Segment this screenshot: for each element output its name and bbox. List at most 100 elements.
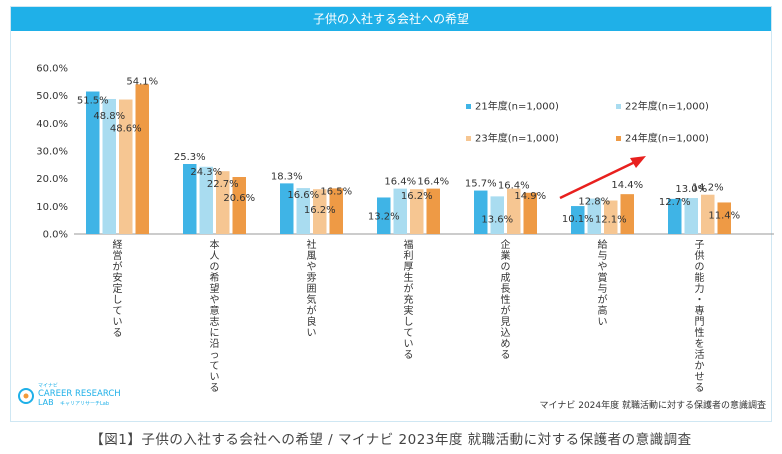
- category-label-char: 人: [210, 250, 220, 262]
- data-label: 14.4%: [611, 180, 643, 191]
- category-label-char: し: [404, 316, 414, 328]
- legend-swatch: [616, 104, 621, 109]
- data-label: 18.3%: [271, 171, 303, 182]
- data-label: 48.6%: [110, 124, 142, 135]
- bar: [280, 183, 294, 234]
- category-label-char: 良: [307, 315, 317, 328]
- bar: [329, 188, 343, 234]
- career-research-lab-logo: マイナビ CAREER RESEARCH LAB キャリアリサーチLab: [14, 380, 154, 412]
- category-label-char: せ: [695, 371, 705, 383]
- category-label-char: の: [695, 262, 705, 273]
- bars: [86, 84, 731, 235]
- category-label-char: 定: [113, 282, 123, 295]
- category-label-char: が: [501, 304, 511, 317]
- logo-sub-text: キャリアリサーチLab: [60, 401, 109, 407]
- bar: [426, 188, 440, 234]
- category-label-char: 性: [695, 326, 705, 339]
- category-label-char: い: [598, 317, 608, 328]
- category-label-char: 業: [501, 249, 511, 262]
- bar: [119, 99, 133, 234]
- category-label-char: 門: [695, 316, 705, 328]
- category-label-char: る: [695, 382, 705, 394]
- bar: [684, 198, 698, 234]
- logo-mark: マイナビ CAREER RESEARCH LAB キャリアリサーチLab: [18, 382, 121, 407]
- category-label-char: て: [113, 306, 123, 317]
- data-label: 12.1%: [595, 215, 627, 226]
- category-label-char: 気: [307, 293, 317, 306]
- category-label-char: 経: [113, 238, 123, 251]
- data-label: 10.1%: [562, 214, 594, 225]
- bar: [199, 166, 213, 234]
- data-label: 16.5%: [320, 186, 352, 197]
- bar: [604, 200, 618, 234]
- category-label-char: 見: [501, 316, 511, 328]
- category-label-char: 営: [113, 249, 123, 262]
- category-label-char: 本: [210, 238, 220, 251]
- data-label: 14.9%: [514, 191, 546, 202]
- category-label-char: い: [404, 339, 414, 350]
- category-label-char: 厚: [404, 261, 414, 273]
- category-label-char: 専: [695, 305, 705, 317]
- bar: [410, 189, 424, 234]
- data-label: 48.8%: [93, 111, 125, 122]
- data-labels: 51.5% 48.8% 48.6% 54.1% 25.3% 24.3%22.7% 20.6%…: [77, 76, 740, 225]
- category-label-char: い: [113, 317, 123, 328]
- arrow-head: [630, 156, 646, 168]
- data-label: 14.2%: [692, 183, 724, 194]
- bar: [717, 202, 731, 234]
- bar: [135, 84, 149, 234]
- category-label-char: て: [404, 328, 414, 339]
- logo-small-text: マイナビ: [38, 382, 58, 389]
- category-label-char: や: [598, 261, 608, 273]
- logo-lab-text: LAB: [38, 398, 54, 407]
- category-label-char: や: [307, 261, 317, 273]
- bar: [668, 198, 682, 234]
- category-label-char: の: [501, 262, 511, 273]
- category-label-char: 風: [307, 250, 317, 262]
- category-label-char: 供: [695, 249, 705, 262]
- category-label-char: 意: [210, 304, 220, 317]
- y-tick-label: 20.0%: [36, 174, 68, 185]
- category-label-char: が: [598, 293, 608, 306]
- data-label: 16.4%: [384, 177, 416, 188]
- legend-label: 21年度(n=1,000): [475, 100, 559, 113]
- category-label-char: 利: [404, 250, 414, 262]
- data-label: 12.8%: [578, 197, 610, 208]
- category-label-char: る: [501, 349, 511, 361]
- data-label: 16.2%: [304, 205, 336, 216]
- category-label-char: 望: [210, 282, 220, 295]
- category-label-char: の: [210, 262, 220, 273]
- category-label-char: を: [695, 338, 705, 350]
- data-label: 16.4%: [417, 177, 449, 188]
- category-label-char: や: [210, 294, 220, 306]
- legend-swatch: [466, 136, 471, 141]
- arrow-shaft: [559, 160, 636, 200]
- bar: [523, 192, 537, 234]
- category-label-char: 充: [404, 293, 414, 306]
- data-label: 16.2%: [401, 191, 433, 202]
- category-label-char: 高: [598, 304, 608, 317]
- category-label-char: 活: [695, 349, 705, 361]
- data-label: 54.1%: [126, 76, 158, 87]
- category-label-char: 力: [695, 282, 705, 295]
- bar: [490, 196, 504, 234]
- y-tick-label: 0.0%: [43, 230, 68, 241]
- trend-arrow: [559, 156, 646, 200]
- data-label: 51.5%: [77, 96, 109, 107]
- category-label-char: 生: [404, 271, 414, 284]
- category-label-char: 込: [501, 327, 511, 339]
- category-label-char: 企: [501, 238, 511, 251]
- category-label-char: が: [404, 282, 414, 295]
- category-label-char: っ: [210, 350, 220, 361]
- data-label: 24.3%: [190, 167, 222, 178]
- bar: [507, 188, 521, 234]
- legend-swatch: [616, 136, 621, 141]
- bar: [571, 206, 585, 234]
- category-label-char: 与: [598, 283, 608, 295]
- category-label-char: 長: [501, 283, 511, 295]
- data-label: 11.4%: [708, 210, 740, 221]
- legend-label: 24年度(n=1,000): [625, 132, 709, 145]
